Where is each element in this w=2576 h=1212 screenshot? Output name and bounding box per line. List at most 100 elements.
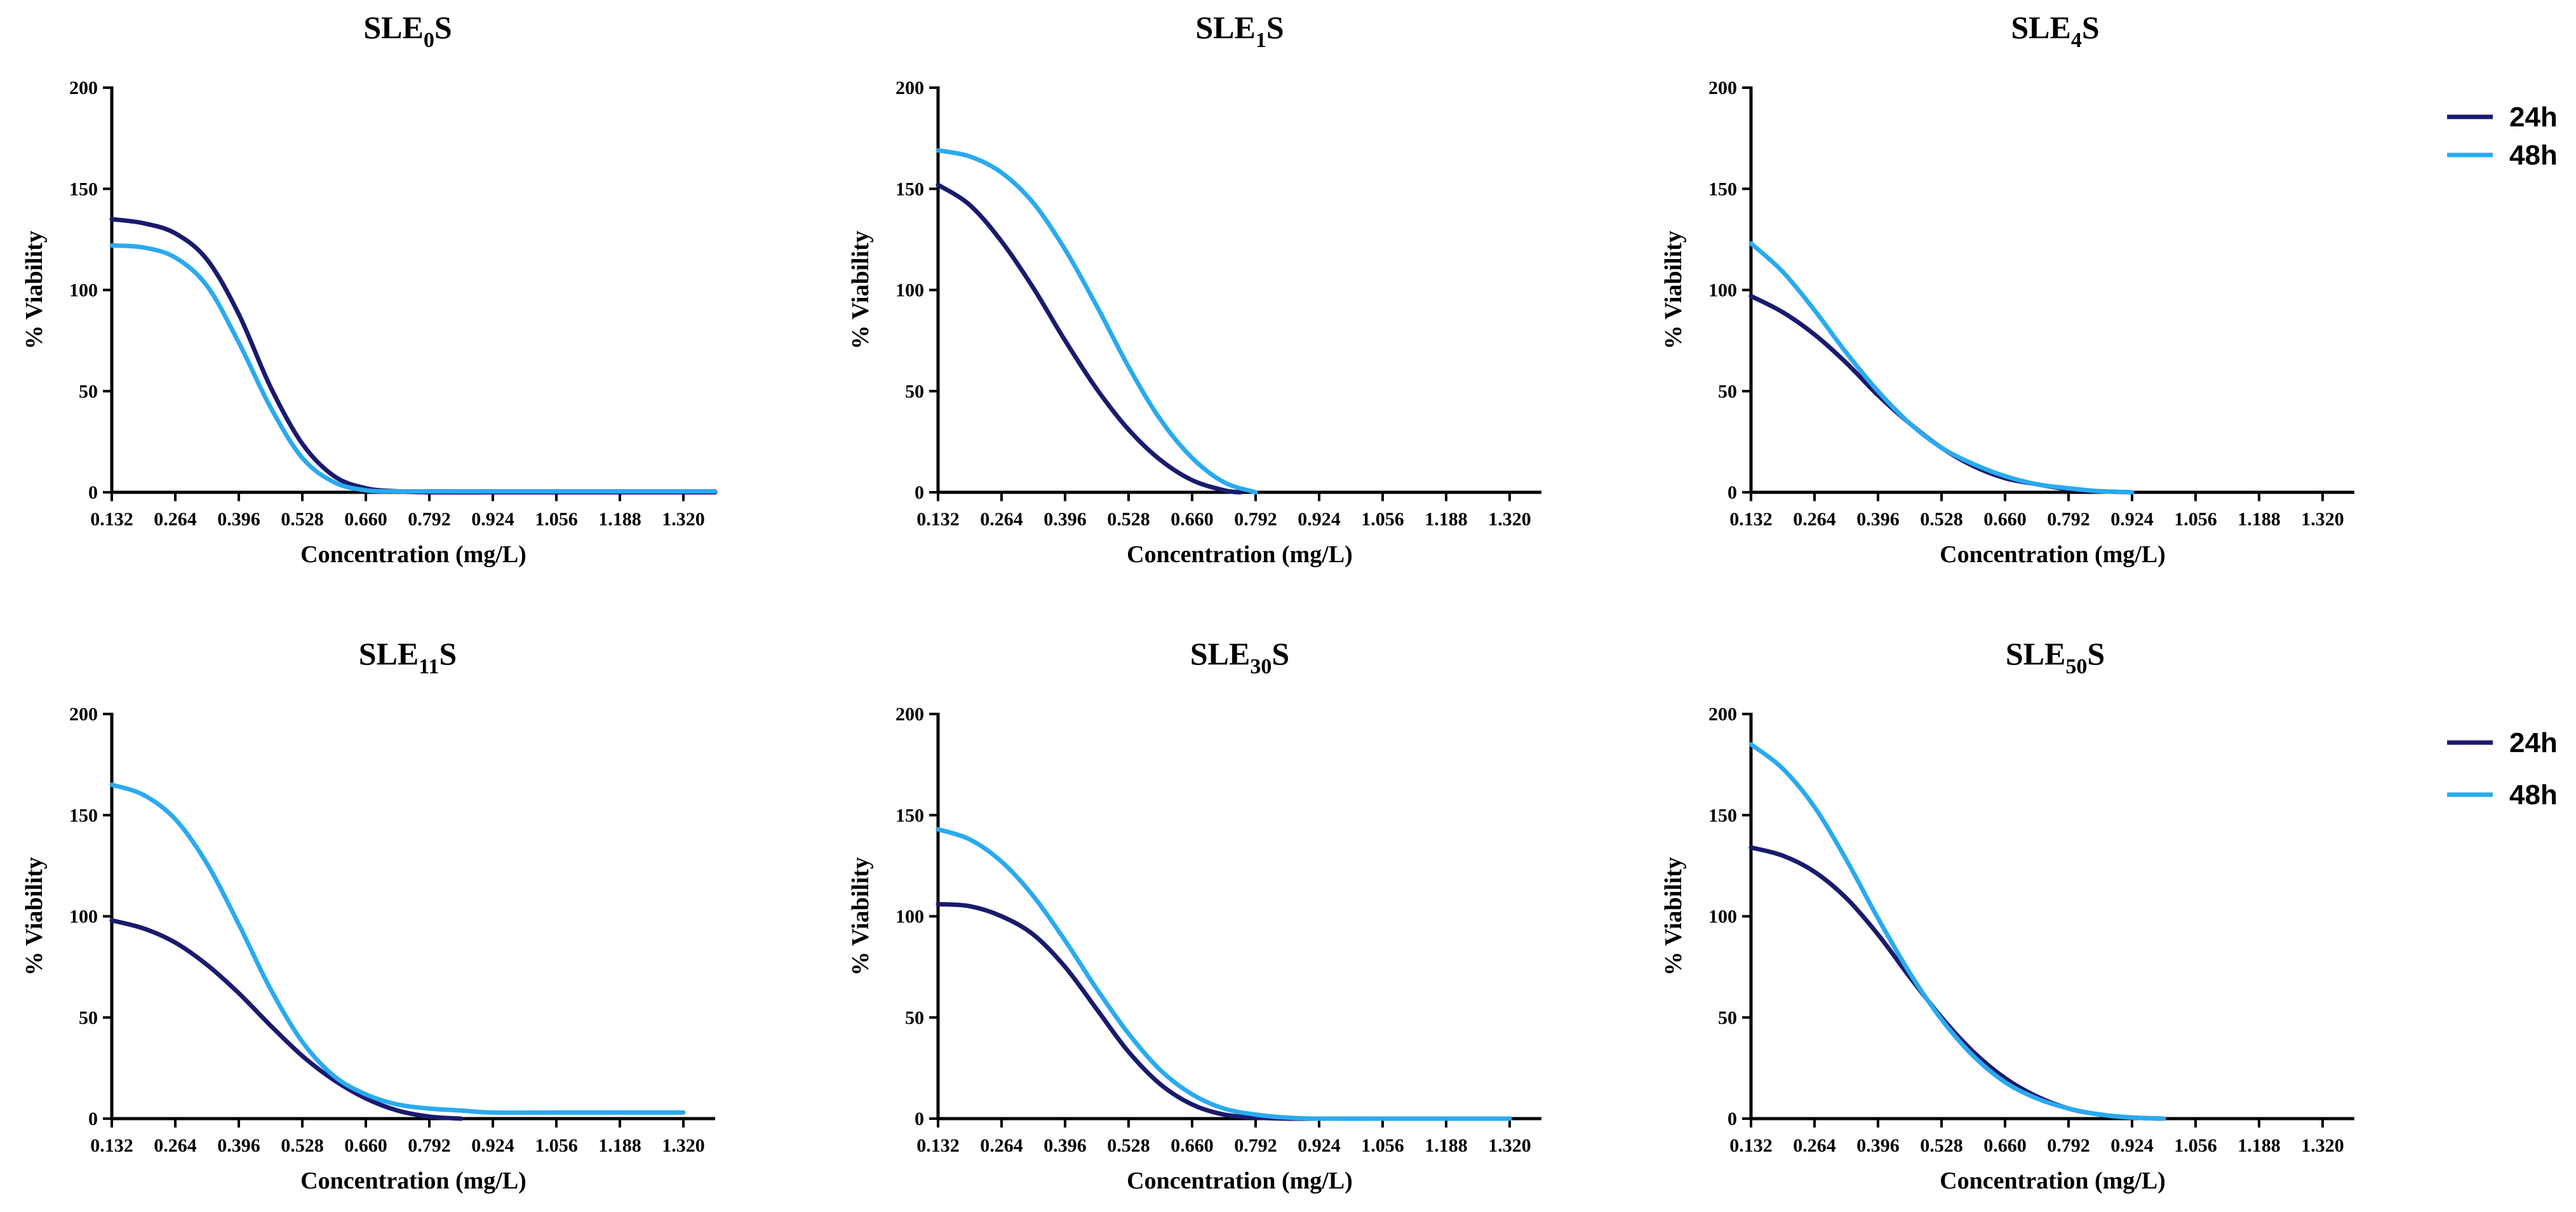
x-tick-label: 0.792 xyxy=(1234,1135,1277,1156)
x-axis-title: Concentration (mg/L) xyxy=(300,541,527,568)
x-tick-label: 0.528 xyxy=(281,1135,324,1156)
x-tick-label: 1.056 xyxy=(535,1135,578,1156)
x-axis-title: Concentration (mg/L) xyxy=(1940,541,2166,568)
x-tick-label: 1.320 xyxy=(2301,509,2344,530)
y-axis-title: % Viability xyxy=(847,231,874,349)
legend: 24h 48h xyxy=(2447,727,2558,811)
y-tick-label: 50 xyxy=(79,381,98,402)
x-tick-label: 0.792 xyxy=(408,1135,451,1156)
y-tick-label: 200 xyxy=(1708,704,1737,725)
x-tick-label: 1.188 xyxy=(598,509,641,530)
x-tick-label: 0.924 xyxy=(1298,509,1341,530)
y-tick-label: 200 xyxy=(896,77,924,98)
panel-title: SLE50S xyxy=(2006,636,2105,678)
x-tick-label: 1.320 xyxy=(1488,1135,1531,1156)
panel-title: SLE1S xyxy=(1195,10,1284,52)
x-tick-label: 1.188 xyxy=(1425,509,1468,530)
x-axis-title: Concentration (mg/L) xyxy=(1127,1168,1353,1194)
y-tick-label: 200 xyxy=(69,77,98,98)
y-axis-title: % Viability xyxy=(21,231,48,349)
x-tick-label: 0.132 xyxy=(916,1135,960,1156)
x-tick-label: 1.320 xyxy=(1488,509,1531,530)
x-tick-label: 0.924 xyxy=(2110,1135,2154,1156)
x-tick-label: 0.924 xyxy=(1298,1135,1341,1156)
series-line-24h xyxy=(109,217,718,495)
x-tick-label: 0.924 xyxy=(471,509,514,530)
x-tick-label: 0.264 xyxy=(154,1135,197,1156)
x-axis-title: Concentration (mg/L) xyxy=(1127,541,1353,568)
x-tick-label: 1.056 xyxy=(2174,509,2217,530)
x-axis-title: Concentration (mg/L) xyxy=(1940,1168,2166,1194)
x-tick-label: 0.792 xyxy=(1234,509,1277,530)
x-tick-label: 0.396 xyxy=(1043,509,1087,530)
legend-label-24h: 24h xyxy=(2509,102,2558,133)
x-tick-label: 0.792 xyxy=(2047,509,2090,530)
y-tick-label: 50 xyxy=(79,1007,98,1028)
series-line-24h xyxy=(1748,845,2166,1121)
x-tick-label: 0.132 xyxy=(90,509,133,530)
x-tick-label: 0.396 xyxy=(1856,1135,1900,1156)
y-tick-label: 100 xyxy=(69,280,98,301)
series-line-48h xyxy=(936,827,1512,1121)
chart-panel-1: SLE0S 0 50 100 150 200 0.132 0.264 0.396 0.528 0.6… xyxy=(21,10,718,568)
x-tick-label: 0.660 xyxy=(1171,509,1214,530)
x-tick-label: 0.660 xyxy=(1983,1135,2027,1156)
x-tick-label: 1.056 xyxy=(2174,1135,2217,1156)
x-tick-label: 0.396 xyxy=(1856,509,1900,530)
x-tick-label: 0.660 xyxy=(1983,509,2027,530)
x-tick-label: 0.924 xyxy=(471,1135,514,1156)
x-tick-label: 1.056 xyxy=(535,509,578,530)
chart-panel-5: SLE30S 0 50 100 150 200 0.132 0.264 0.396 0.528 0.… xyxy=(847,636,1541,1194)
series-line-24h xyxy=(109,918,464,1121)
x-tick-label: 0.528 xyxy=(281,509,324,530)
y-axis-title: % Viability xyxy=(1660,857,1687,976)
y-tick-label: 0 xyxy=(1727,482,1737,503)
chart-panel-6: SLE50S 0 50 100 150 200 0.132 0.264 0.396 0.528 0.… xyxy=(1660,636,2354,1194)
y-tick-label: 50 xyxy=(1718,381,1737,402)
x-tick-label: 0.792 xyxy=(2047,1135,2090,1156)
y-tick-label: 0 xyxy=(915,1108,924,1129)
x-tick-label: 0.792 xyxy=(408,509,451,530)
series-line-24h xyxy=(936,901,1512,1121)
x-tick-label: 0.264 xyxy=(1793,509,1836,530)
y-tick-label: 200 xyxy=(1708,77,1737,98)
x-tick-label: 0.528 xyxy=(1107,509,1150,530)
y-tick-label: 0 xyxy=(915,482,924,503)
chart-panel-4: SLE11S 0 50 100 150 200 0.132 0.264 0.396 0.528 0.… xyxy=(21,636,715,1194)
chart-panel-3: SLE4S 0 50 100 150 200 0.132 0.264 0.396 0.528 0.6… xyxy=(1660,10,2354,568)
y-tick-label: 0 xyxy=(88,1108,98,1129)
x-tick-label: 0.132 xyxy=(916,509,960,530)
series-line-24h xyxy=(936,182,1243,495)
x-tick-label: 0.528 xyxy=(1920,1135,1963,1156)
panel-title: SLE0S xyxy=(363,10,452,52)
x-tick-label: 1.188 xyxy=(1425,1135,1468,1156)
y-tick-label: 100 xyxy=(1708,280,1737,301)
x-tick-label: 0.660 xyxy=(344,1135,387,1156)
x-tick-label: 0.132 xyxy=(1729,1135,1773,1156)
legend-label-48h: 48h xyxy=(2509,140,2558,171)
x-tick-label: 0.132 xyxy=(1729,509,1773,530)
y-tick-label: 100 xyxy=(1708,906,1737,927)
legend-label-24h: 24h xyxy=(2509,727,2558,758)
y-tick-label: 100 xyxy=(896,906,924,927)
series-line-48h xyxy=(1748,241,2135,495)
y-tick-label: 150 xyxy=(1708,805,1737,826)
x-tick-label: 1.188 xyxy=(2237,1135,2281,1156)
series-line-48h xyxy=(109,783,686,1115)
y-tick-label: 0 xyxy=(88,482,98,503)
series-line-24h xyxy=(1748,293,2135,495)
x-tick-label: 0.396 xyxy=(1043,1135,1087,1156)
x-tick-label: 1.056 xyxy=(1361,1135,1404,1156)
y-tick-label: 0 xyxy=(1727,1108,1737,1129)
y-axis-title: % Viability xyxy=(1660,231,1687,349)
panel-title: SLE30S xyxy=(1190,636,1289,678)
y-tick-label: 200 xyxy=(69,704,98,725)
x-tick-label: 0.264 xyxy=(154,509,197,530)
x-tick-label: 0.396 xyxy=(217,1135,260,1156)
x-tick-label: 0.528 xyxy=(1107,1135,1150,1156)
panel-title: SLE4S xyxy=(2011,10,2099,52)
y-tick-label: 150 xyxy=(69,805,98,826)
y-axis-title: % Viability xyxy=(21,857,48,976)
